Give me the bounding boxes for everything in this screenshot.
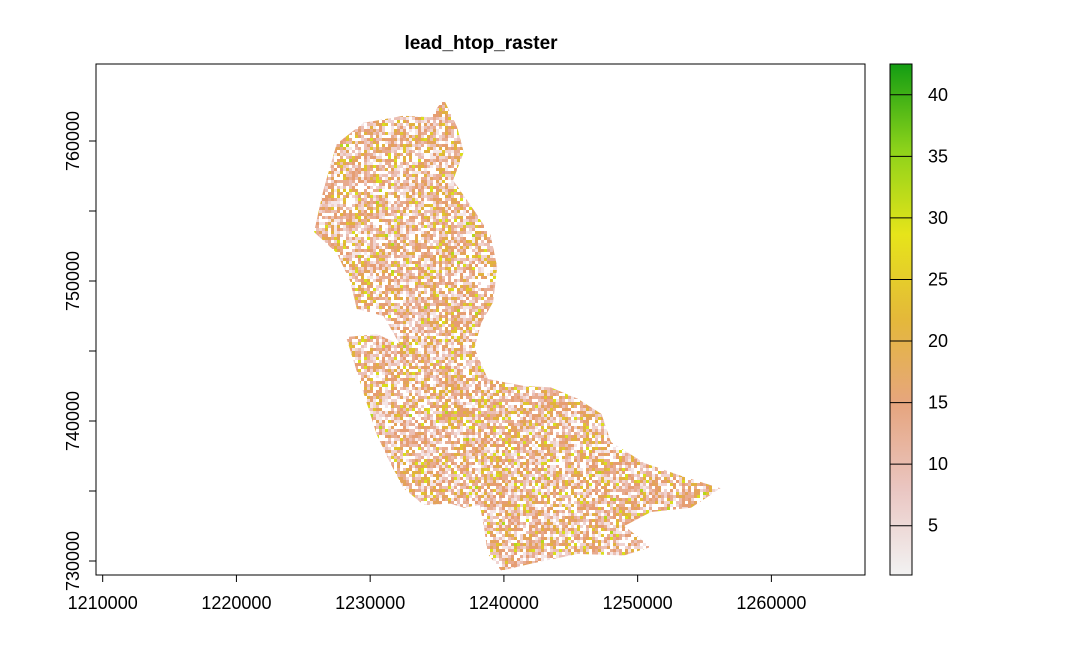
- legend-color-bar: [889, 63, 913, 576]
- y-tick-label: 740000: [63, 391, 83, 451]
- x-axis: 1210000 1220000 1230000 1240000 1250000 12600…: [68, 574, 806, 613]
- legend-tick-label: 5: [928, 516, 938, 536]
- x-tick-label: 1260000: [736, 593, 806, 613]
- plot-area: [314, 99, 721, 571]
- legend-tick-label: 20: [928, 331, 948, 351]
- legend-ticks: 5 10 15 20 25 30 35 40: [890, 85, 948, 536]
- legend-tick-label: 15: [928, 393, 948, 413]
- y-tick-label: 760000: [63, 111, 83, 171]
- color-legend: 5 10 15 20 25 30 35 40: [889, 63, 948, 576]
- x-tick-label: 1210000: [68, 593, 138, 613]
- x-tick-label: 1230000: [335, 593, 405, 613]
- legend-tick-label: 10: [928, 454, 948, 474]
- y-tick-label: 750000: [63, 251, 83, 311]
- chart-title: lead_htop_raster: [404, 33, 558, 54]
- legend-tick-label: 35: [928, 146, 948, 166]
- x-tick-label: 1240000: [469, 593, 539, 613]
- legend-tick-label: 40: [928, 85, 948, 105]
- legend-tick-label: 30: [928, 208, 948, 228]
- y-tick-label: 730000: [63, 531, 83, 591]
- raster-region: [314, 99, 721, 571]
- x-tick-label: 1220000: [201, 593, 271, 613]
- legend-tick-label: 25: [928, 269, 948, 289]
- x-tick-label: 1250000: [603, 593, 673, 613]
- y-axis: 730000 740000 750000 760000: [63, 86, 97, 591]
